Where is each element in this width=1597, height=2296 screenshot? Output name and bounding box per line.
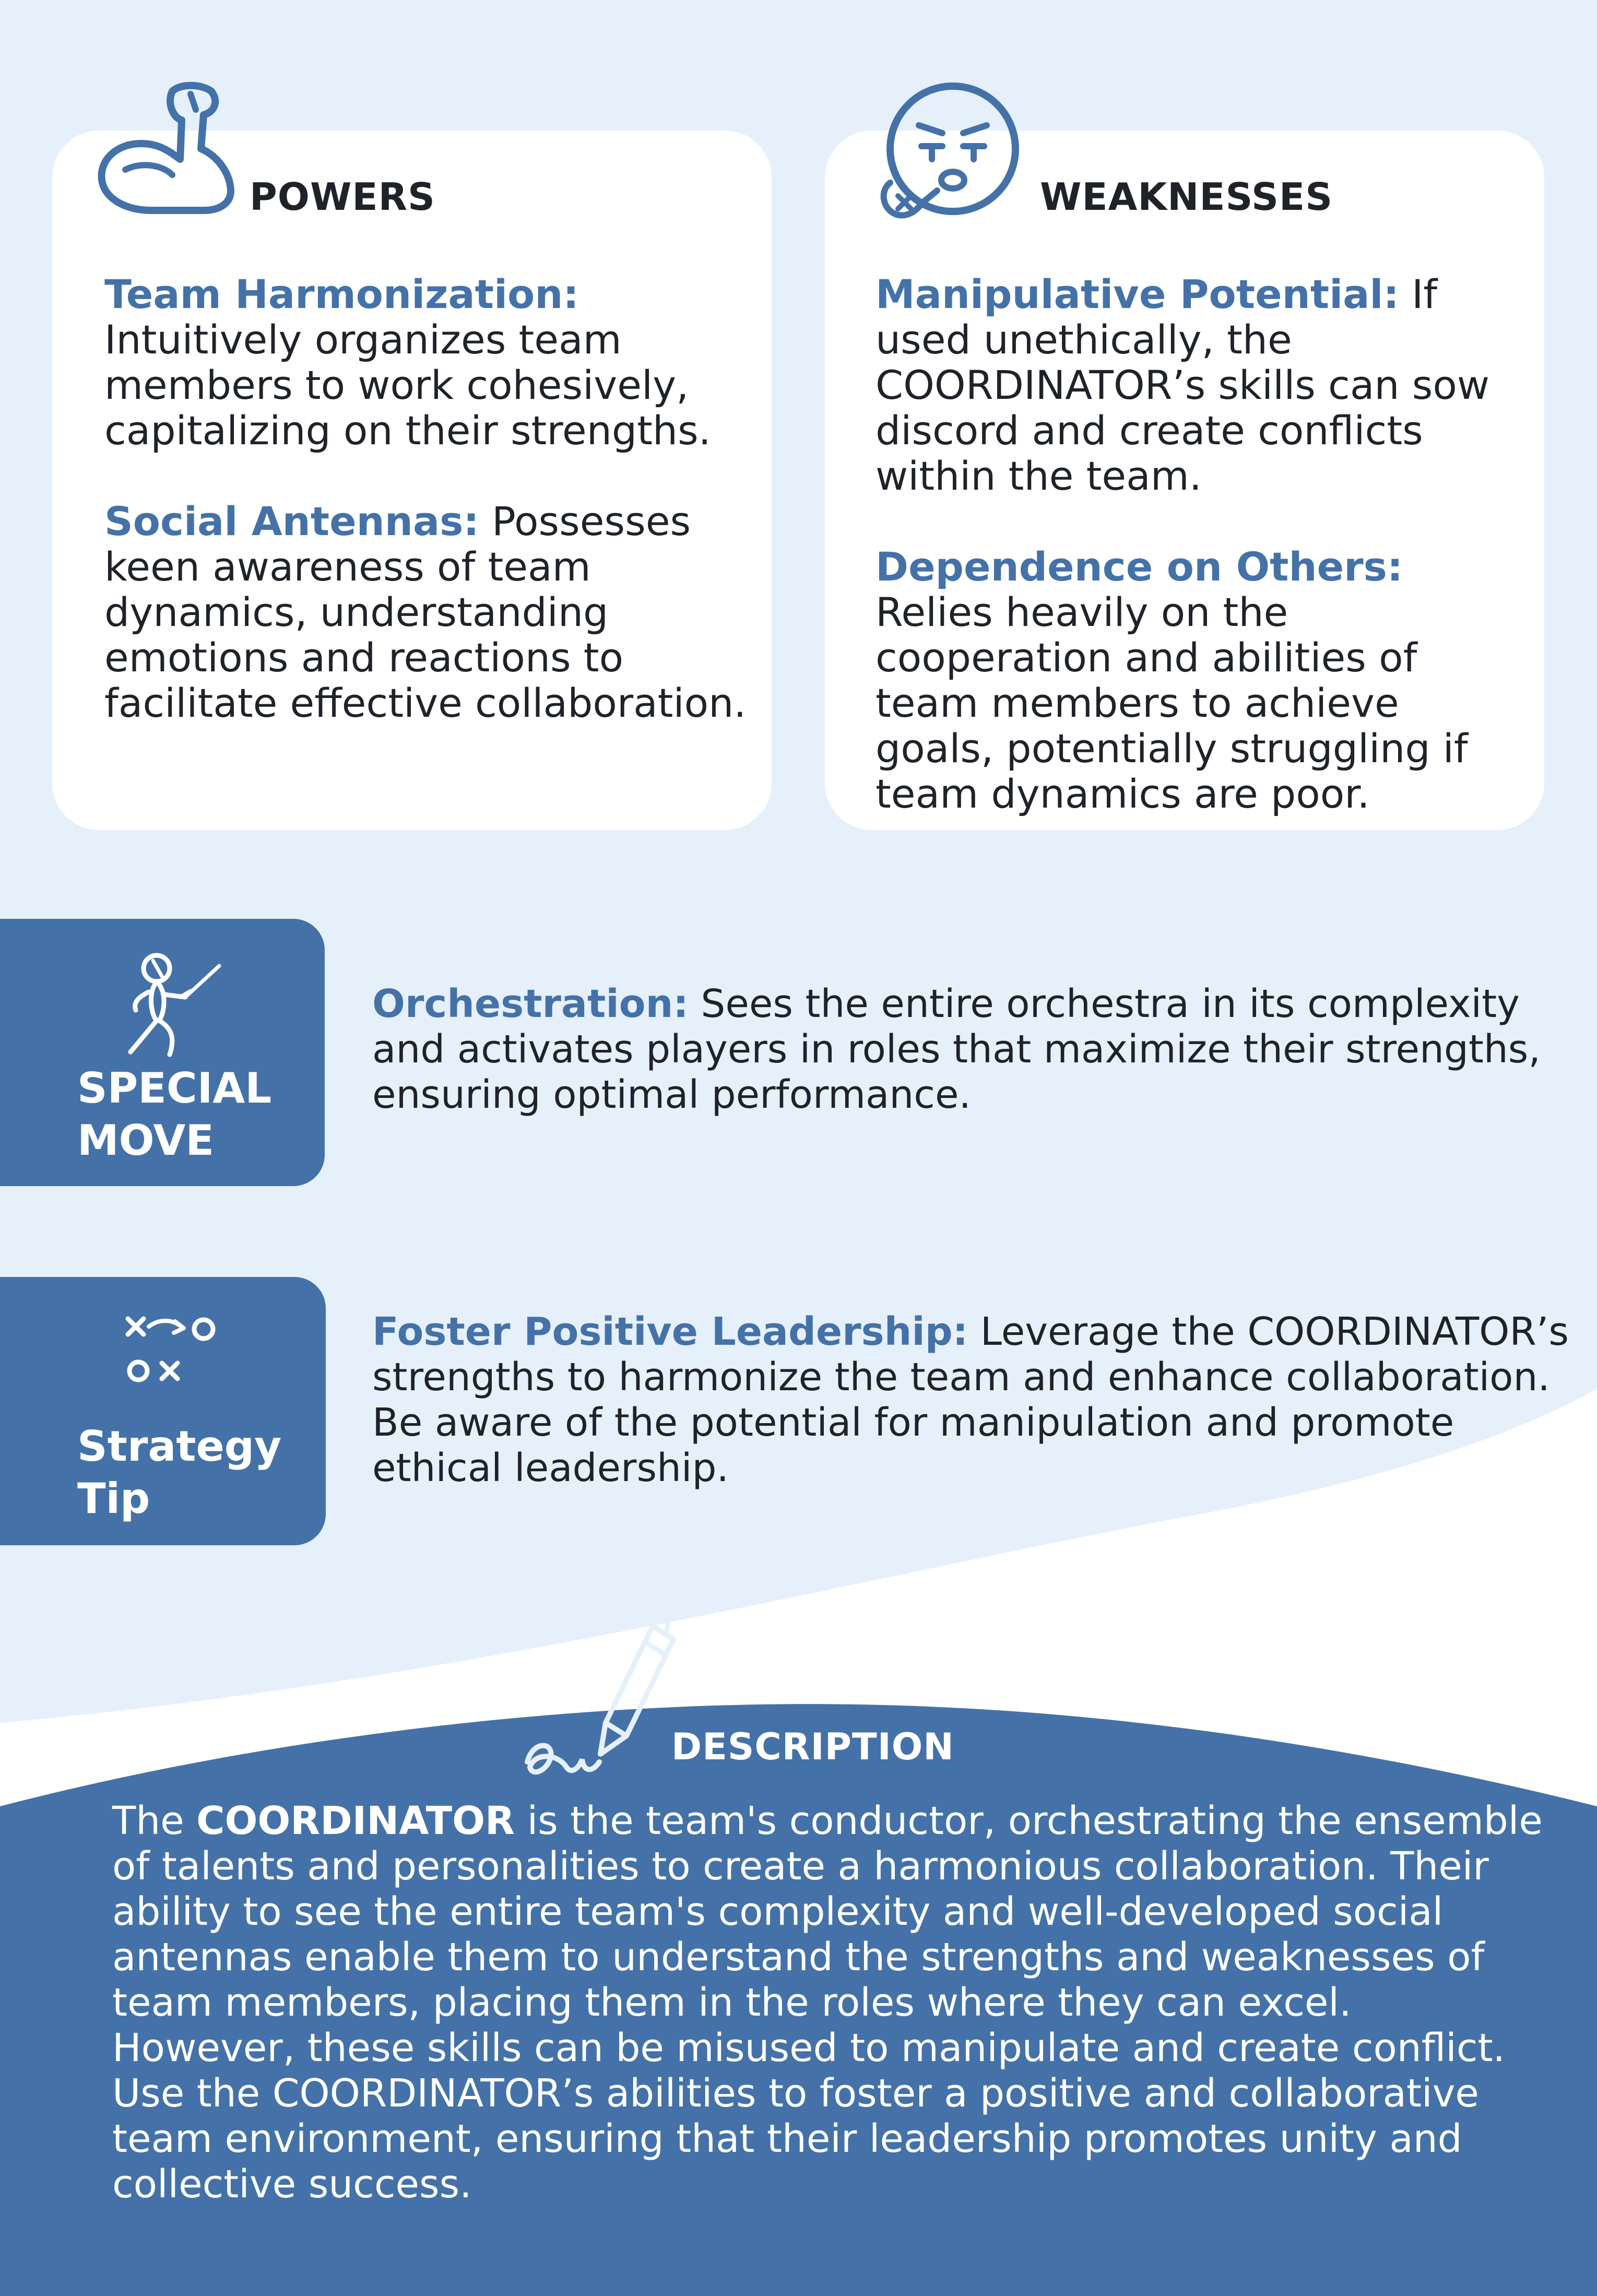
weaknesses-item-label: Manipulative Potential: — [876, 271, 1399, 317]
powers-item-text: Intuitively organizes team members to wo… — [104, 316, 711, 454]
special-move-label-line2: MOVE — [77, 1116, 215, 1165]
powers-item-text: Possesses keen awareness of team dynamic… — [104, 498, 747, 726]
powers-item-label: Social Antennas: — [104, 498, 479, 545]
strategy-tip-panel: Strategy Tip — [0, 1277, 326, 1545]
description-body: The COORDINATOR is the team's conductor,… — [112, 1798, 1543, 2207]
special-move-panel: SPECIAL MOVE — [0, 919, 325, 1186]
game-plan-icon — [125, 1316, 216, 1382]
powers-card — [52, 131, 772, 830]
pen-signature-icon — [525, 1612, 676, 1775]
strategy-tip-title: Foster Positive Leadership: — [372, 1309, 968, 1354]
weaknesses-item-manipulative-potential: Manipulative Potential: If used unethica… — [876, 271, 1528, 499]
powers-item-team-harmonization: Team Harmonization: Intuitively organize… — [104, 271, 757, 453]
powers-item-label: Team Harmonization: — [104, 271, 579, 317]
weaknesses-item-text: Relies heavily on the cooperation and ab… — [876, 589, 1468, 817]
weaknesses-title: WEAKNESSES — [1040, 175, 1333, 219]
description-text-before: The — [112, 1798, 197, 1843]
description-highlight: COORDINATOR — [196, 1798, 515, 1843]
special-move-label-line1: SPECIAL — [77, 1064, 272, 1113]
description-text-after: is the team's conductor, orchestrating t… — [112, 1798, 1543, 2207]
powers-body: Team Harmonization: Intuitively organize… — [104, 271, 757, 771]
weaknesses-body: Manipulative Potential: If used unethica… — [876, 271, 1528, 862]
weaknesses-card — [825, 131, 1544, 830]
flexed-arm-icon — [98, 81, 234, 214]
strategy-tip-label-line2: Tip — [77, 1474, 150, 1523]
anxious-face-icon — [880, 82, 1019, 219]
strategy-tip-label: Strategy Tip — [77, 1421, 281, 1525]
special-move-description: Sees the entire orchestra in its complex… — [372, 981, 1541, 1117]
background-blue-wave — [0, 1704, 1597, 2296]
special-move-title: Orchestration: — [372, 981, 689, 1026]
powers-item-social-antennas: Social Antennas: Possesses keen awarenes… — [104, 499, 757, 726]
strategy-tip-text: Foster Positive Leadership: Leverage the… — [372, 1309, 1573, 1491]
strategy-tip-description: Leverage the COORDINATOR’s strengths to … — [372, 1309, 1569, 1490]
weaknesses-item-dependence-on-others: Dependence on Others: Relies heavily on … — [876, 544, 1528, 816]
powers-title: POWERS — [250, 175, 435, 219]
weaknesses-item-label: Dependence on Others: — [876, 543, 1403, 590]
fencer-icon — [128, 953, 221, 1057]
special-move-label: SPECIAL MOVE — [77, 1062, 271, 1167]
weaknesses-item-text: If used unethically, the COORDINATOR’s s… — [876, 271, 1489, 499]
strategy-tip-label-line1: Strategy — [77, 1422, 282, 1471]
description-title: DESCRIPTION — [671, 1725, 954, 1768]
special-move-text: Orchestration: Sees the entire orchestra… — [372, 981, 1563, 1118]
